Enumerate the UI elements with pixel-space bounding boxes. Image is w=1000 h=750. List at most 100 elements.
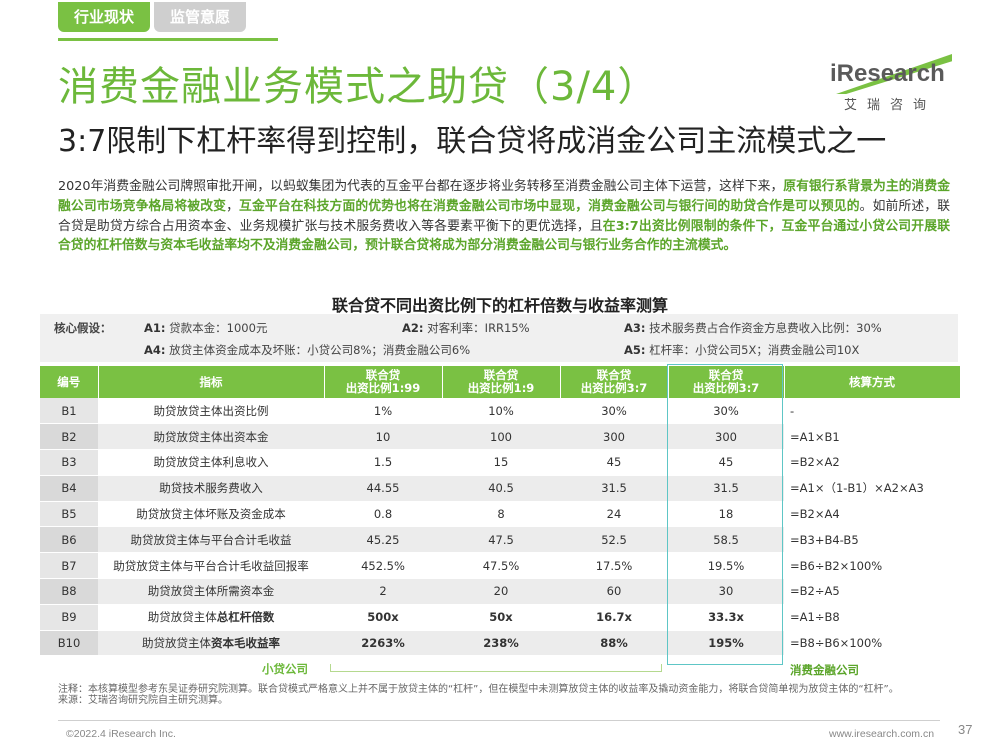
cell-ratio-3-7-b: 195% xyxy=(668,630,784,657)
cell-ratio-1-99: 500x xyxy=(324,604,442,631)
small-loan-bracket xyxy=(330,664,662,672)
tab-underline xyxy=(58,38,278,41)
cell-formula: =B8÷B6×100% xyxy=(784,630,960,657)
cell-metric: 助贷放贷主体坏账及资金成本 xyxy=(98,501,324,528)
cell-formula: =A1×（1-B1）×A2×A3 xyxy=(784,475,960,502)
header-ratio-3-7-b-bottom: 出资比例3:7 xyxy=(692,381,760,395)
cell-ratio-3-7-b: 30% xyxy=(668,398,784,425)
cell-code: B1 xyxy=(40,398,98,425)
cell-code: B10 xyxy=(40,630,98,657)
tab-regulation[interactable]: 监管意愿 xyxy=(154,2,247,32)
intro-paragraph: 2020年消费金融公司牌照审批开闸，以蚂蚁集团为代表的互金平台都在逐步将业务转移… xyxy=(58,177,950,256)
cell-metric: 助贷放贷主体总杠杆倍数 xyxy=(98,604,324,631)
cell-code: B3 xyxy=(40,449,98,476)
cell-code: B8 xyxy=(40,578,98,605)
metric-emphasis: 总杠杆倍数 xyxy=(216,610,275,625)
cell-metric: 助贷放贷主体所需资本金 xyxy=(98,578,324,605)
cell-ratio-3-7-b: 19.5% xyxy=(668,552,784,580)
website-link[interactable]: www.iresearch.com.cn xyxy=(829,728,935,740)
source-line: 来源：艾瑞咨询研究院自主研究测算。 xyxy=(58,695,228,706)
cell-code: B4 xyxy=(40,475,98,502)
cell-ratio-3-7-a: 300 xyxy=(560,423,668,451)
cell-ratio-3-7-a: 17.5% xyxy=(560,552,668,580)
cell-formula: =B6÷B2×100% xyxy=(784,552,960,580)
small-loan-label: 小贷公司 xyxy=(262,662,308,676)
intro-highlight-2: 互金平台在科技方面的优势也将在消费金融公司市场中显现，消费金融公司与银行间的助贷… xyxy=(239,198,860,214)
cell-ratio-3-7-b: 45 xyxy=(668,449,784,476)
header-ratio-1-99-bottom: 出资比例1:99 xyxy=(345,381,421,395)
assumption-a3-key: A3: xyxy=(624,321,646,335)
header-ratio-1-9-top: 联合贷 xyxy=(483,368,519,382)
metric-emphasis: 资本毛收益率 xyxy=(211,636,280,651)
header-ratio-1-9-bottom: 出资比例1:9 xyxy=(467,381,535,395)
cell-ratio-3-7-b: 31.5 xyxy=(668,475,784,502)
table-body: B1 助贷放贷主体出资比例 1% 10% 30% 30% - B2 助贷放贷主体出资本金 10 10… xyxy=(40,398,960,657)
header-ratio-3-7-small-loan: 联合贷 出资比例3:7 xyxy=(560,366,669,398)
logo-subtitle: 艾瑞咨询 xyxy=(844,98,937,113)
cell-ratio-1-9: 10% xyxy=(442,398,560,425)
notes: 注释：本核算模型参考东吴证券研究院测算。联合贷模式严格意义上并不属于放贷主体的“… xyxy=(58,684,950,706)
cell-ratio-3-7-b: 30 xyxy=(668,578,784,605)
cell-ratio-1-9: 50x xyxy=(442,604,560,631)
cell-metric: 助贷放贷主体出资本金 xyxy=(98,423,324,451)
cell-formula: =A1×B1 xyxy=(784,423,960,451)
cell-ratio-3-7-a: 88% xyxy=(560,630,668,657)
cell-ratio-3-7-b: 18 xyxy=(668,501,784,528)
section-tabs: 行业现状 监管意愿 xyxy=(58,2,247,32)
intro-highlight-3: 在3:7出资比例限制的条件下，互金平台通过小贷公司开展联合贷的杠杆倍数与资本毛收… xyxy=(58,218,951,254)
intro-text-1: 2020年消费金融公司牌照审批开闸，以蚂蚁集团为代表的互金平台都在逐步将业务转移… xyxy=(58,179,784,194)
tab-industry-status[interactable]: 行业现状 xyxy=(58,2,151,32)
assumption-a2: A2: 对客利率：IRR15% xyxy=(402,320,530,336)
header-ratio-3-7-consumer-finance: 联合贷 出资比例3:7 xyxy=(668,366,785,398)
cell-ratio-1-99: 2263% xyxy=(324,630,442,657)
cell-ratio-1-99: 44.55 xyxy=(324,475,442,502)
assumption-a5: A5: 杠杆率：小贷公司5X；消费金融公司10X xyxy=(624,342,859,358)
cell-ratio-3-7-a: 45 xyxy=(560,449,668,476)
copyright-text: ©2022.4 iResearch Inc. xyxy=(66,728,176,740)
cell-code: B2 xyxy=(40,423,98,451)
cell-ratio-3-7-a: 52.5 xyxy=(560,526,668,554)
assumptions-box: 核心假设： A1: 贷款本金：1000元 A2: 对客利率：IRR15% A3:… xyxy=(40,314,958,362)
consumer-finance-label: 消费金融公司 xyxy=(790,663,859,677)
assumption-a2-text: 对客利率：IRR15% xyxy=(427,321,530,335)
assumption-a2-key: A2: xyxy=(402,321,424,335)
cell-formula: =B2×A4 xyxy=(784,501,960,528)
table-row: B1 助贷放贷主体出资比例 1% 10% 30% 30% - xyxy=(40,398,960,425)
intro-highlight-1: 原有银行系背景为主的消费金融公司市场竞争格局将被改变 xyxy=(58,179,950,214)
cell-ratio-1-99: 1.5 xyxy=(324,449,442,476)
cell-ratio-1-9: 20 xyxy=(442,578,560,605)
cell-ratio-1-9: 40.5 xyxy=(442,475,560,502)
header-code: 编号 xyxy=(40,366,99,398)
metric-prefix: 助贷放贷主体 xyxy=(142,636,211,651)
cell-metric: 助贷放贷主体与平台合计毛收益 xyxy=(98,526,324,554)
table-row: B5 助贷放贷主体坏账及资金成本 0.8 8 24 18 =B2×A4 xyxy=(40,501,960,528)
cell-ratio-3-7-a: 16.7x xyxy=(560,604,668,631)
assumption-a1-key: A1: xyxy=(144,321,166,335)
cell-ratio-1-9: 100 xyxy=(442,423,560,451)
consumer-finance-highlight-box xyxy=(667,364,783,665)
assumptions-label: 核心假设： xyxy=(54,321,112,335)
assumption-a1-text: 贷款本金：1000元 xyxy=(169,321,268,335)
header-ratio-3-7-a-bottom: 出资比例3:7 xyxy=(580,381,648,395)
cell-code: B5 xyxy=(40,501,98,528)
assumption-a1: A1: 贷款本金：1000元 xyxy=(144,320,267,336)
cell-formula: =B3+B4-B5 xyxy=(784,526,960,554)
cell-ratio-1-9: 47.5 xyxy=(442,526,560,554)
cell-ratio-1-9: 15 xyxy=(442,449,560,476)
cell-ratio-3-7-b: 58.5 xyxy=(668,526,784,554)
assumption-a4: A4: 放贷主体资金成本及坏账：小贷公司8%；消费金融公司6% xyxy=(144,342,470,358)
table-row: B2 助贷放贷主体出资本金 10 100 300 300 =A1×B1 xyxy=(40,423,960,451)
leverage-return-table: 编号 指标 联合贷 出资比例1:99 联合贷 出资比例1:9 联合贷 出资比例3:7 … xyxy=(40,366,961,657)
table-row: B3 助贷放贷主体利息收入 1.5 15 45 45 =B2×A2 xyxy=(40,449,960,476)
table-row: B10 助贷放贷主体资本毛收益率 2263% 238% 88% 195% =B8÷B6×10… xyxy=(40,630,960,657)
header-formula: 核算方式 xyxy=(784,366,961,398)
table-title: 联合贷不同出资比例下的杠杆倍数与收益率测算 xyxy=(331,296,668,315)
table-row: B7 助贷放贷主体与平台合计毛收益回报率 452.5% 47.5% 17.5% 19.5%… xyxy=(40,552,960,580)
assumption-a3-text: 技术服务费占合作资金方息费收入比例：30% xyxy=(649,321,882,335)
cell-metric: 助贷放贷主体利息收入 xyxy=(98,449,324,476)
note-line: 注释：本核算模型参考东吴证券研究院测算。联合贷模式严格意义上并不属于放贷主体的“… xyxy=(58,684,899,695)
table-header-row: 编号 指标 联合贷 出资比例1:99 联合贷 出资比例1:9 联合贷 出资比例3:7 … xyxy=(40,366,961,398)
cell-code: B6 xyxy=(40,526,98,554)
cell-ratio-3-7-a: 31.5 xyxy=(560,475,668,502)
footer-divider xyxy=(58,720,940,721)
